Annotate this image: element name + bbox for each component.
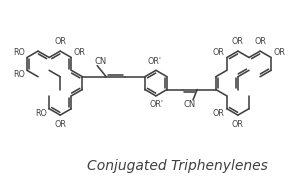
Text: OR: OR [54,37,66,46]
Text: RO: RO [13,71,25,79]
Text: OR: OR [232,120,244,129]
Text: OR: OR [232,37,244,46]
Text: OR: OR [213,48,225,57]
Text: RO: RO [35,109,47,118]
Text: RO: RO [13,48,25,57]
Text: Conjugated Triphenylenes: Conjugated Triphenylenes [87,159,268,173]
Text: OR': OR' [150,100,164,109]
Text: OR: OR [54,120,66,129]
Text: CN: CN [184,100,196,109]
Text: OR: OR [213,109,225,118]
Text: OR: OR [73,48,85,57]
Text: OR: OR [254,37,266,46]
Text: OR: OR [273,48,285,57]
Text: CN: CN [94,57,106,66]
Text: OR': OR' [148,57,162,66]
